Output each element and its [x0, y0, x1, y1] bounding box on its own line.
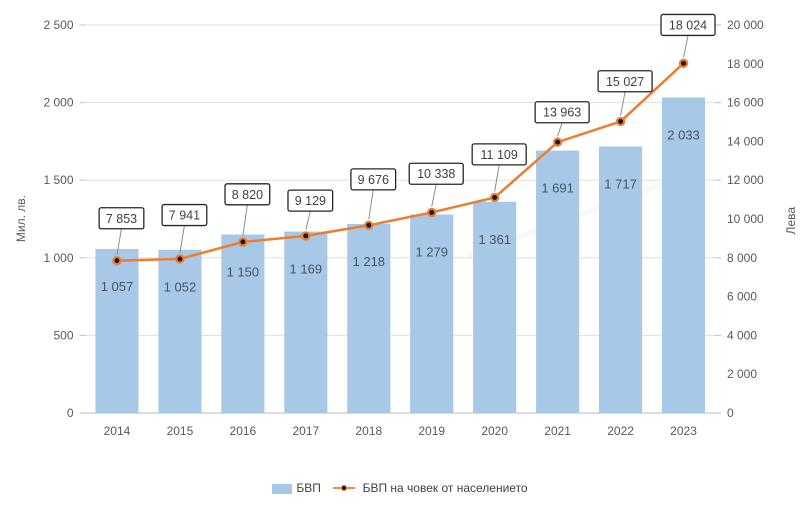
svg-text:2 000: 2 000 — [727, 367, 757, 381]
svg-text:0: 0 — [727, 406, 734, 420]
svg-text:1 150: 1 150 — [227, 265, 260, 280]
svg-text:2015: 2015 — [167, 424, 194, 438]
svg-text:1 361: 1 361 — [478, 232, 511, 247]
svg-text:500: 500 — [53, 328, 73, 342]
svg-text:2018: 2018 — [355, 424, 382, 438]
svg-text:2 033: 2 033 — [667, 127, 700, 142]
svg-text:9 129: 9 129 — [295, 194, 326, 208]
svg-text:2014: 2014 — [104, 424, 131, 438]
svg-text:2 500: 2 500 — [43, 18, 73, 32]
svg-text:7 853: 7 853 — [106, 212, 137, 226]
svg-text:1 169: 1 169 — [290, 262, 323, 277]
svg-text:18 000: 18 000 — [727, 57, 764, 71]
svg-text:2016: 2016 — [230, 424, 257, 438]
svg-text:9 676: 9 676 — [358, 173, 389, 187]
svg-text:1 691: 1 691 — [541, 181, 574, 196]
svg-text:8 000: 8 000 — [727, 251, 757, 265]
svg-text:14 000: 14 000 — [727, 134, 764, 148]
svg-text:12 000: 12 000 — [727, 173, 764, 187]
svg-text:15 027: 15 027 — [606, 75, 644, 89]
svg-text:2022: 2022 — [607, 424, 634, 438]
svg-text:2021: 2021 — [544, 424, 571, 438]
svg-text:18 024: 18 024 — [669, 18, 707, 32]
svg-text:4 000: 4 000 — [727, 328, 757, 342]
svg-text:2017: 2017 — [292, 424, 319, 438]
svg-text:1 000: 1 000 — [43, 251, 73, 265]
svg-text:7 941: 7 941 — [169, 209, 200, 223]
svg-text:2019: 2019 — [418, 424, 445, 438]
svg-text:1 052: 1 052 — [164, 280, 197, 295]
svg-text:2 000: 2 000 — [43, 96, 73, 110]
svg-text:1 500: 1 500 — [43, 173, 73, 187]
svg-text:0: 0 — [67, 406, 74, 420]
svg-text:2020: 2020 — [481, 424, 508, 438]
svg-text:6 000: 6 000 — [727, 290, 757, 304]
svg-text:1 279: 1 279 — [415, 245, 448, 260]
svg-text:20 000: 20 000 — [727, 18, 764, 32]
svg-text:10 338: 10 338 — [417, 167, 455, 181]
svg-text:1 717: 1 717 — [604, 177, 637, 192]
svg-text:8 820: 8 820 — [232, 188, 263, 202]
svg-text:11 109: 11 109 — [481, 148, 518, 162]
svg-text:2023: 2023 — [670, 424, 697, 438]
svg-text:1 218: 1 218 — [353, 254, 386, 269]
svg-text:13 963: 13 963 — [543, 106, 581, 120]
svg-text:1 057: 1 057 — [101, 279, 134, 294]
svg-text:16 000: 16 000 — [727, 96, 764, 110]
svg-text:10 000: 10 000 — [727, 212, 764, 226]
